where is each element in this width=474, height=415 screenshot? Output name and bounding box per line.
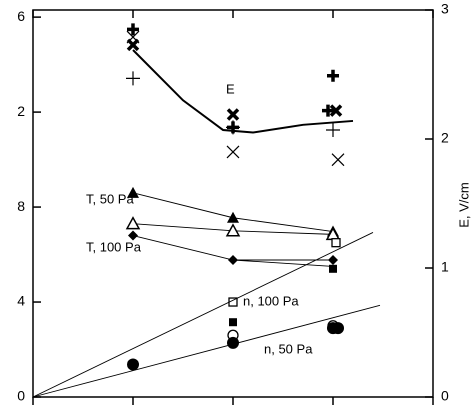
annotation: E [226,81,235,96]
series-line [32,232,374,398]
x-marker [226,108,240,121]
square-marker [331,238,341,248]
x-marker [126,30,140,44]
plus-marker [326,122,340,137]
circle-marker [127,358,139,371]
triangle-marker [225,223,241,237]
annotation: n, 100 Pa [243,293,299,308]
x-marker [126,38,140,52]
plus-marker [327,69,339,82]
plus-marker [126,71,140,86]
y2-tick-label: 1 [441,259,449,275]
plus-marker [127,23,139,36]
triangle-marker [227,211,239,223]
y-tick-label: 8 [17,198,25,214]
y2-tick-label: 3 [441,1,449,17]
x-marker [329,104,343,117]
square-marker [329,264,337,273]
triangle-marker [127,186,139,198]
square-marker [229,318,237,327]
x-marker [226,145,240,159]
y2-tick-label: 0 [441,388,449,404]
series-line [232,259,334,267]
y2-tick-label: 2 [441,130,449,146]
plus-marker [322,104,334,117]
series-line [132,49,354,134]
circle-marker [227,336,239,349]
series-line [32,304,381,398]
y-tick-label: 6 [17,8,25,24]
y-tick-label: 4 [17,293,25,309]
plus-marker [226,120,240,135]
y-tick-label: 2 [17,103,25,119]
y2-axis-label: E, V/cm [456,182,471,228]
annotation: T, 50 Pa [86,191,134,206]
annotation: n, 50 Pa [264,341,313,356]
annotation: T, 100 Pa [86,239,142,254]
diamond-marker [128,230,138,241]
x-marker [331,153,345,167]
diamond-marker [328,255,338,266]
circle-marker [332,322,344,335]
y-tick-label: 0 [17,388,25,404]
triangle-marker [125,216,141,230]
